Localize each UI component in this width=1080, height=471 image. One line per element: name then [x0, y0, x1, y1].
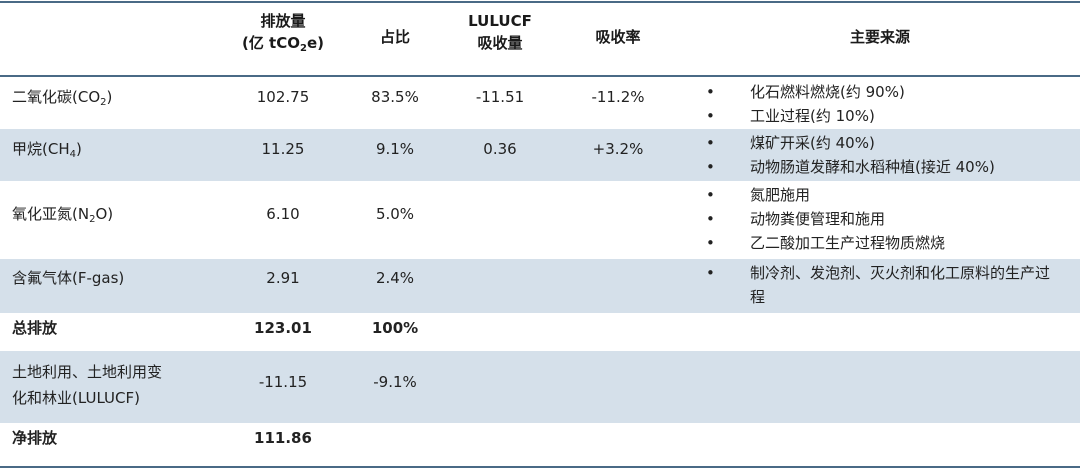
row-share: 5.0% [375, 205, 415, 223]
list-item: • 工业过程(约 10%) [706, 107, 875, 125]
header-emissions-line1: 排放量 [260, 12, 306, 30]
row-emissions: 102.75 [256, 88, 310, 106]
row-sources: • 氮肥施用 • 动物粪便管理和施用 • 乙二酸加工生产过程物质燃烧 [700, 183, 1060, 255]
row-emissions: 123.01 [254, 319, 312, 337]
row-lulucf: -11.51 [475, 88, 525, 106]
row-sources: • 制冷剂、发泡剂、灭火剂和化工原料的生产过程 [700, 261, 1060, 309]
row-sources: • 煤矿开采(约 40%) • 动物肠道发酵和水稻种植(接近 40%) [700, 131, 1060, 179]
header-lulucf-line1: LULUCF [468, 12, 532, 30]
list-item: • 化石燃料燃烧(约 90%) [706, 83, 905, 101]
row-rate: -11.2% [591, 88, 645, 106]
row-name-line1: 土地利用、土地利用变 [12, 363, 163, 381]
list-item: • 动物粪便管理和施用 [706, 210, 886, 228]
table-top-rule [0, 1, 1080, 3]
row-name: 甲烷(CH4) [12, 140, 82, 160]
list-item: • 煤矿开采(约 40%) [706, 134, 875, 152]
table-bottom-rule [0, 466, 1080, 468]
row-share: -9.1% [373, 373, 417, 391]
row-share: 83.5% [371, 88, 419, 106]
header-absorb-rate: 吸收率 [595, 28, 641, 46]
row-name: 二氧化碳(CO2) [12, 88, 113, 108]
row-emissions: 2.91 [266, 269, 300, 287]
table-row-ch4: 甲烷(CH4) 11.25 9.1% 0.36 +3.2% • 煤矿开采(约 40… [0, 129, 1080, 181]
list-item: • 动物肠道发酵和水稻种植(接近 40%) [706, 158, 995, 176]
table-row-fgas: 含氟气体(F-gas) 2.91 2.4% • 制冷剂、发泡剂、灭火剂和化工原料的… [0, 259, 1080, 313]
table-row-co2: 二氧化碳(CO2) 102.75 83.5% -11.51 -11.2% • 化石… [0, 77, 1080, 129]
row-share: 2.4% [375, 269, 415, 287]
row-emissions: 11.25 [261, 140, 305, 158]
header-main-sources: 主要来源 [849, 28, 910, 46]
table-row-lulucf: 土地利用、土地利用变 化和林业(LULUCF) -11.15 -9.1% [0, 351, 1080, 423]
header-emissions: 排放量 (亿 tCO2e) [228, 10, 338, 54]
list-item: • 乙二酸加工生产过程物质燃烧 [706, 234, 946, 252]
header-emissions-line2: (亿 tCO2e) [241, 34, 324, 54]
row-name: 净排放 [12, 429, 58, 447]
row-lulucf: 0.36 [483, 140, 517, 158]
header-share: 占比 [379, 28, 410, 46]
row-emissions: -11.15 [258, 373, 308, 391]
table-row-total: 总排放 123.01 100% [0, 313, 1080, 351]
row-name: 总排放 [12, 319, 58, 337]
row-emissions: 111.86 [254, 429, 312, 447]
row-name: 氧化亚氮(N2O) [12, 205, 114, 225]
table-row-net: 净排放 111.86 [0, 423, 1080, 466]
table-row-n2o: 氧化亚氮(N2O) 6.10 5.0% • 氮肥施用 • 动物粪便管理和施用 • 乙二… [0, 181, 1080, 259]
list-item: • 制冷剂、发泡剂、灭火剂和化工原料的生产过程 [706, 264, 1051, 306]
row-name: 土地利用、土地利用变 化和林业(LULUCF) [12, 359, 162, 411]
row-sources: • 化石燃料燃烧(约 90%) • 工业过程(约 10%) [700, 80, 1060, 128]
row-share: 100% [371, 319, 419, 337]
header-rule [0, 75, 1080, 77]
list-item: • 氮肥施用 [706, 186, 811, 204]
row-emissions: 6.10 [266, 205, 300, 223]
row-name: 含氟气体(F-gas) [12, 269, 125, 287]
row-rate: +3.2% [592, 140, 644, 158]
row-share: 9.1% [375, 140, 415, 158]
header-lulucf-line2: 吸收量 [477, 34, 523, 52]
header-lulucf: LULUCF 吸收量 [450, 10, 550, 54]
row-name-line2: 化和林业(LULUCF) [12, 389, 140, 407]
